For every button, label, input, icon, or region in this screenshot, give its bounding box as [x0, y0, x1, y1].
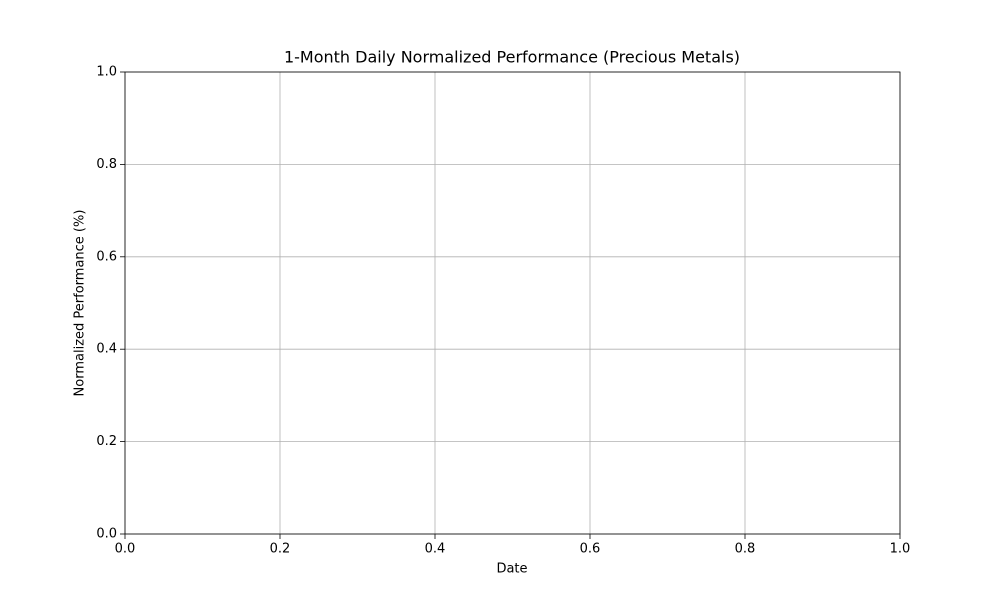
- y-tick-label: 0.2: [96, 434, 117, 449]
- y-tick-label: 0.4: [96, 342, 117, 357]
- x-axis-label: Date: [496, 562, 527, 577]
- x-tick-label: 1.0: [890, 542, 911, 557]
- x-tick-label: 0.2: [270, 542, 291, 557]
- chart-title: 1-Month Daily Normalized Performance (Pr…: [284, 48, 740, 67]
- x-tick-label: 0.6: [580, 542, 601, 557]
- y-tick-label: 1.0: [96, 65, 117, 80]
- plot-frame: [124, 71, 901, 535]
- y-tick-label: 0.0: [96, 527, 117, 542]
- x-tick-label: 0.4: [425, 542, 446, 557]
- x-tick-label: 0.8: [735, 542, 756, 557]
- y-tick-label: 0.6: [96, 249, 117, 264]
- y-axis-label: Normalized Performance (%): [73, 210, 88, 397]
- y-tick-label: 0.8: [96, 157, 117, 172]
- x-tick-label: 0.0: [115, 542, 136, 557]
